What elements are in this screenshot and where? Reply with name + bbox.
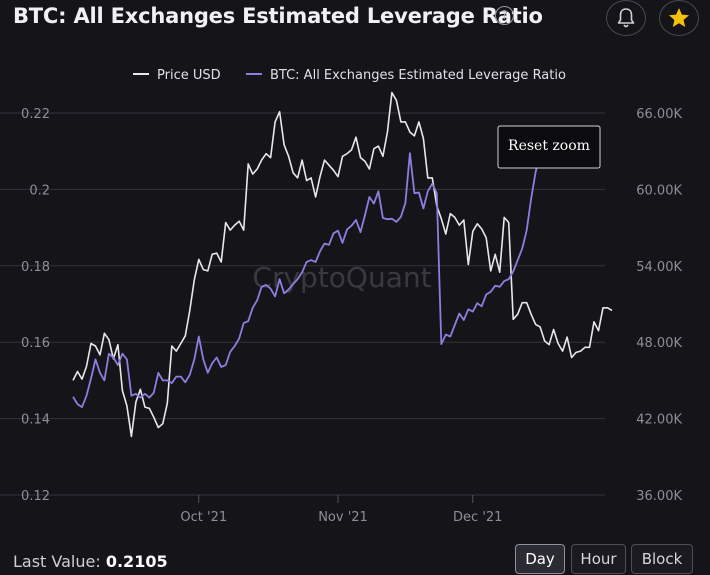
left-y-tick-label: 0.18 xyxy=(21,260,50,275)
page-title: BTC: All Exchanges Estimated Leverage Ra… xyxy=(13,4,543,28)
favorite-button[interactable] xyxy=(659,0,699,36)
leverage-ratio-chart[interactable]: Price USD BTC: All Exchanges Estimated L… xyxy=(0,55,710,535)
right-y-tick-label: 48.00K xyxy=(636,336,682,351)
last-value-label: Last Value: xyxy=(13,552,101,571)
right-y-tick-label: 42.00K xyxy=(636,413,682,428)
series-line-leverage xyxy=(72,144,563,408)
last-value-number: 0.2105 xyxy=(105,552,168,571)
left-y-tick-label: 0.12 xyxy=(21,489,50,504)
legend-label-leverage: BTC: All Exchanges Estimated Leverage Ra… xyxy=(270,68,566,83)
series-line-price xyxy=(72,91,613,438)
x-tick-label: Oct '21 xyxy=(180,510,227,525)
left-y-tick-label: 0.14 xyxy=(21,413,50,428)
right-y-tick-label: 66.00K xyxy=(636,107,682,122)
period-block-button[interactable]: Block xyxy=(631,544,693,574)
star-icon xyxy=(669,8,689,27)
reset-zoom-label: Reset zoom xyxy=(508,138,590,154)
left-y-tick-label: 0.22 xyxy=(21,107,50,122)
left-y-axis: 0.12 0.14 0.16 0.18 0.2 0.22 xyxy=(21,107,50,504)
period-hour-button[interactable]: Hour xyxy=(571,544,626,574)
x-tick-label: Dec '21 xyxy=(453,510,502,525)
right-y-tick-label: 36.00K xyxy=(636,489,682,504)
right-y-tick-label: 60.00K xyxy=(636,183,682,198)
alert-button[interactable] xyxy=(606,0,646,36)
watermark: CryptoQuant xyxy=(252,261,431,294)
left-y-tick-label: 0.2 xyxy=(29,183,50,198)
x-tick-label: Nov '21 xyxy=(318,510,368,525)
right-y-tick-label: 54.00K xyxy=(636,260,682,275)
grid xyxy=(0,112,605,496)
legend[interactable]: Price USD BTC: All Exchanges Estimated L… xyxy=(133,68,566,83)
period-day-button[interactable]: Day xyxy=(515,544,565,574)
left-y-tick-label: 0.16 xyxy=(21,336,50,351)
bell-icon xyxy=(617,8,635,28)
legend-label-price: Price USD xyxy=(157,68,221,83)
reset-zoom-button[interactable]: Reset zoom xyxy=(497,125,601,169)
x-axis: Oct '21 Nov '21 Dec '21 xyxy=(180,495,502,525)
last-value: Last Value: 0.2105 xyxy=(13,552,168,571)
right-y-axis: 36.00K 42.00K 48.00K 54.00K 60.00K 66.00K xyxy=(636,107,682,504)
help-icon[interactable]: ? xyxy=(495,6,514,25)
